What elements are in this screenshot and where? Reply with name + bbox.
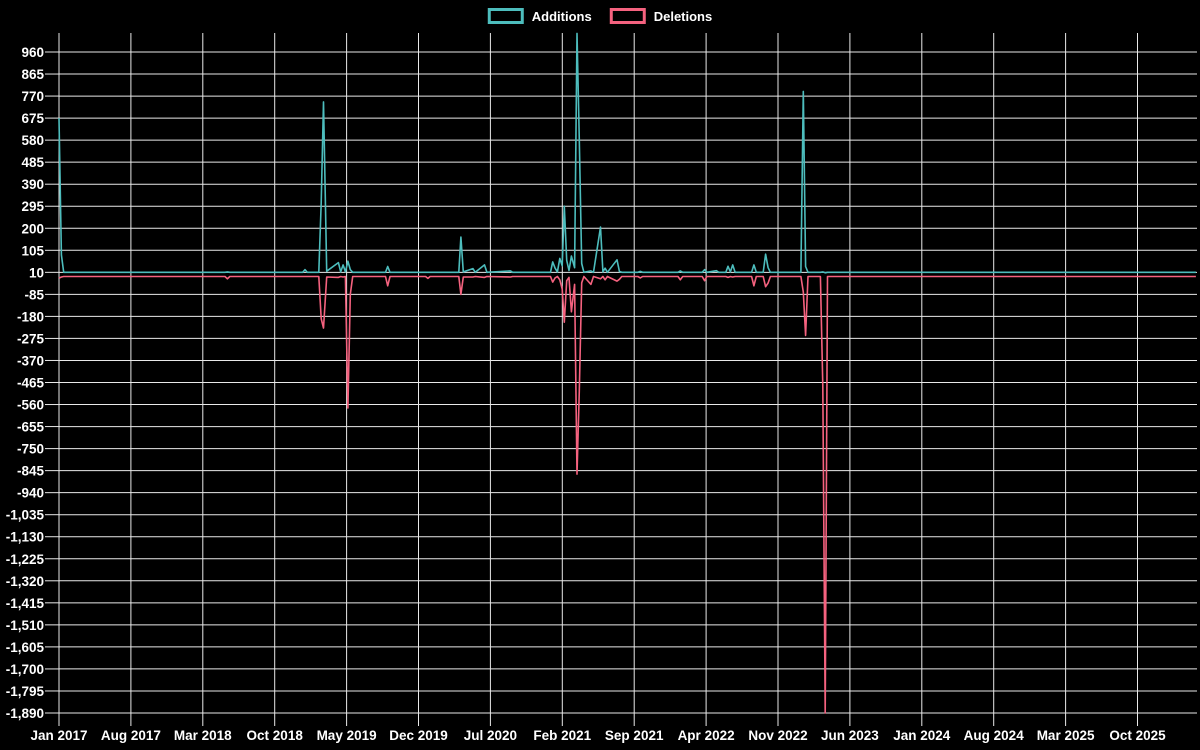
y-tick-label: -275 (17, 331, 45, 346)
y-tick-label: 10 (29, 265, 44, 280)
y-tick-label: -1,130 (6, 530, 44, 545)
y-tick-label: -750 (17, 442, 44, 457)
x-tick-label: Jul 2020 (464, 728, 517, 743)
deletions-legend-label: Deletions (653, 8, 713, 24)
x-tick-label: Nov 2022 (748, 728, 807, 743)
y-tick-label: 960 (21, 45, 44, 60)
x-tick-label: Sep 2021 (605, 728, 664, 743)
y-tick-label: -1,510 (6, 618, 44, 633)
x-tick-label: Jun 2023 (821, 728, 879, 743)
y-tick-label: -1,700 (6, 662, 44, 677)
y-tick-label: -1,035 (6, 508, 45, 523)
y-tick-label: -560 (17, 398, 44, 413)
y-tick-label: 675 (21, 111, 44, 126)
additions-line (58, 32, 1196, 274)
x-tick-label: Oct 2025 (1109, 728, 1166, 743)
chart-legend: Additions Deletions (487, 8, 713, 24)
y-tick-label: -1,415 (6, 596, 45, 611)
additions-swatch (487, 8, 524, 24)
y-tick-label: -1,320 (6, 574, 44, 589)
x-tick-label: Jan 2017 (30, 728, 87, 743)
x-tick-label: Aug 2024 (964, 728, 1025, 743)
y-tick-label: -180 (17, 309, 44, 324)
deletions-swatch (609, 8, 646, 24)
y-tick-label: 770 (21, 89, 44, 104)
y-tick-label: 105 (21, 243, 44, 258)
legend-item-additions[interactable]: Additions (487, 8, 592, 24)
y-tick-label: 485 (21, 155, 44, 170)
x-tick-label: May 2019 (317, 728, 377, 743)
y-tick-label: -655 (17, 420, 45, 435)
y-tick-label: -1,890 (6, 706, 44, 721)
y-tick-label: 390 (21, 177, 44, 192)
x-tick-label: Feb 2021 (533, 728, 591, 743)
y-tick-label: -465 (17, 376, 45, 391)
x-tick-label: Aug 2017 (101, 728, 161, 743)
x-tick-label: Mar 2025 (1037, 728, 1095, 743)
x-tick-label: Dec 2019 (389, 728, 448, 743)
y-tick-label: -85 (24, 287, 44, 302)
y-tick-label: 580 (21, 133, 44, 148)
additions-legend-label: Additions (531, 8, 592, 24)
deletions-line (58, 275, 1196, 714)
x-tick-label: Mar 2018 (174, 728, 232, 743)
y-tick-label: 865 (21, 67, 44, 82)
y-tick-label: 200 (21, 221, 44, 236)
y-tick-label: -370 (17, 353, 44, 368)
x-tick-label: Apr 2022 (678, 728, 735, 743)
y-tick-label: -940 (17, 486, 44, 501)
y-tick-label: -1,795 (6, 684, 45, 699)
y-tick-label: -1,605 (6, 640, 45, 655)
x-tick-label: Jan 2024 (893, 728, 951, 743)
y-tick-label: -845 (17, 464, 45, 479)
y-tick-label: 295 (21, 199, 44, 214)
x-tick-label: Oct 2018 (247, 728, 304, 743)
legend-item-deletions[interactable]: Deletions (609, 8, 713, 24)
y-tick-label: -1,225 (6, 552, 45, 567)
